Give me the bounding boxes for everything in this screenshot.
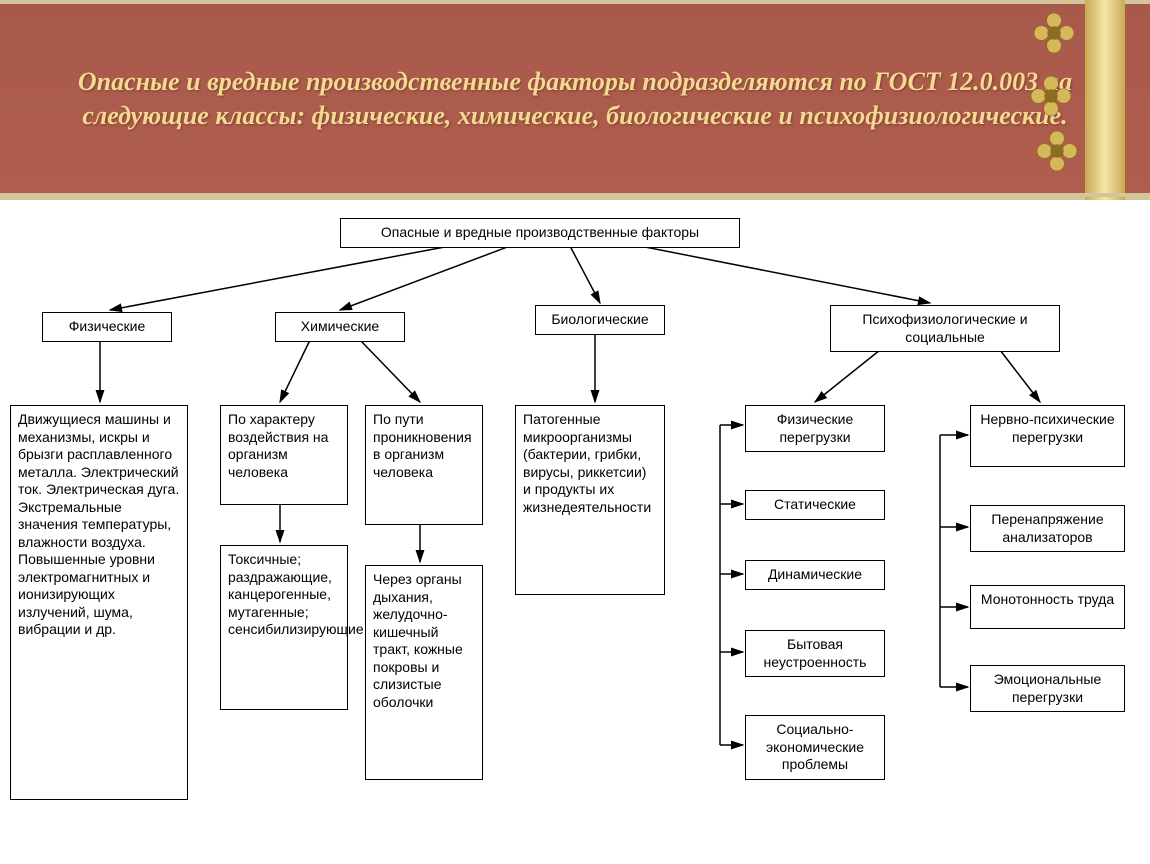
- overload-social: Социально-экономические проблемы: [745, 715, 885, 780]
- chemical-path-detail: Через органы дыхания, желудочно-кишечный…: [365, 565, 483, 780]
- overload-dynamic: Динамические: [745, 560, 885, 590]
- biological-detail: Патогенные микроорганизмы (бактерии, гри…: [515, 405, 665, 595]
- category-physical: Физические: [42, 312, 172, 342]
- overload-domestic: Бытовая неустроенность: [745, 630, 885, 677]
- flowchart: Опасные и вредные производственные факто…: [0, 210, 1150, 864]
- chemical-by-action: По характеру воздействия на организм чел…: [220, 405, 348, 505]
- psych-physical-overloads: Физические перегрузки: [745, 405, 885, 452]
- flower-icon: [1033, 12, 1075, 54]
- flower-icon: [1036, 130, 1078, 172]
- title-header: Опасные и вредные производственные факто…: [0, 0, 1150, 200]
- decorative-sidebar: [1010, 0, 1150, 200]
- header-title: Опасные и вредные производственные факто…: [0, 65, 1150, 133]
- header-border-bottom: [0, 193, 1150, 197]
- nervous-emotional: Эмоциональные перегрузки: [970, 665, 1125, 712]
- category-chemical: Химические: [275, 312, 405, 342]
- gold-stripe: [1085, 0, 1125, 200]
- psych-nervous-overloads: Нервно-психические перегрузки: [970, 405, 1125, 467]
- category-biological: Биологические: [535, 305, 665, 335]
- category-psychophysiological: Психофизиологические и социальные: [830, 305, 1060, 352]
- chemical-by-path: По пути проникновения в организм человек…: [365, 405, 483, 525]
- nervous-monotony: Монотонность труда: [970, 585, 1125, 629]
- nervous-analyzers: Перенапряжение анализаторов: [970, 505, 1125, 552]
- flower-icon: [1030, 75, 1072, 117]
- root-node: Опасные и вредные производственные факто…: [340, 218, 740, 248]
- chemical-action-detail: Токсичные; раздражающие, канцерогенные, …: [220, 545, 348, 710]
- physical-detail: Движущиеся машины и механизмы, искры и б…: [10, 405, 188, 800]
- overload-static: Статические: [745, 490, 885, 520]
- header-border-top: [0, 0, 1150, 4]
